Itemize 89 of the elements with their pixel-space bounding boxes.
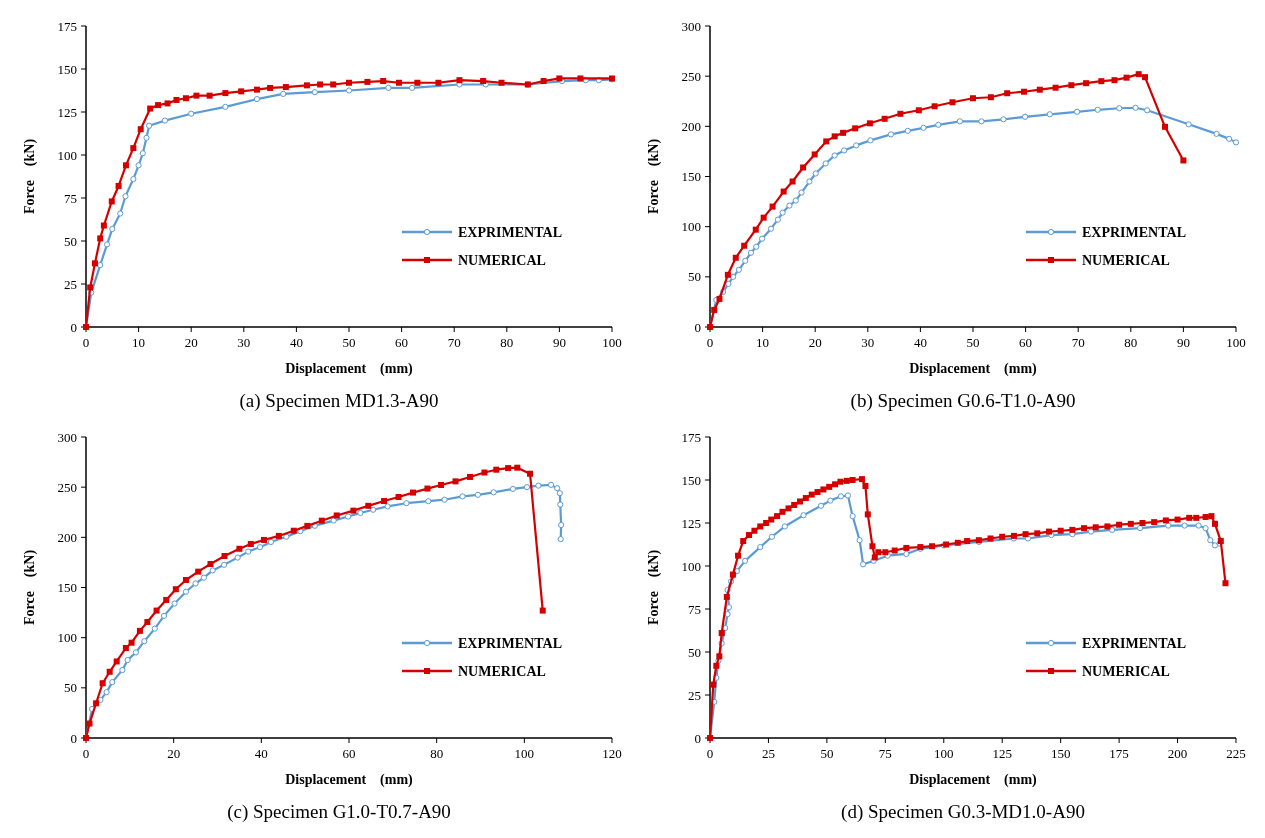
y-tick-label: 75	[688, 601, 701, 617]
x-tick-label: 50	[342, 335, 356, 350]
y-axis-title: Force (kN)	[22, 138, 38, 215]
text: (a) Specimen MD1.3-A90	[239, 390, 439, 412]
x-tick-label: 70	[1071, 335, 1085, 350]
x-tick-label: 100	[934, 746, 954, 761]
x-tick-label: 75	[878, 746, 892, 761]
y-tick-label: 50	[688, 269, 701, 285]
y-tick-label: 75	[64, 190, 77, 206]
x-tick-label: 0	[82, 335, 90, 350]
text: (c) Specimen G1.0-T0.7-A90	[227, 801, 451, 823]
y-tick-label: 250	[57, 479, 77, 495]
x-axis-title: Displacement (mm)	[909, 361, 1038, 377]
x-tick-label: 25	[761, 746, 775, 761]
x-tick-label: 0	[82, 746, 90, 761]
x-tick-label: 0	[706, 335, 714, 350]
y-tick-label: 250	[681, 68, 701, 84]
x-tick-label: 90	[552, 335, 566, 350]
x-tick-label: 120	[602, 746, 622, 761]
x-tick-label: 60	[1019, 335, 1033, 350]
y-tick-label: 200	[681, 118, 701, 134]
y-tick-label: 150	[681, 472, 701, 488]
y-tick-label: 150	[57, 61, 77, 77]
legend-label: EXPRIMENTAL	[1082, 635, 1186, 651]
y-tick-label: 50	[688, 644, 701, 660]
y-tick-label: 0	[694, 319, 701, 335]
text: (b) Specimen G0.6-T1.0-A90	[850, 390, 1076, 412]
legend-label: NUMERICAL	[1082, 663, 1170, 679]
y-tick-label: 300	[57, 429, 77, 445]
y-axis-title: Force (kN)	[646, 549, 662, 626]
x-axis-title: Displacement (mm)	[285, 772, 414, 788]
x-tick-label: 40	[913, 335, 927, 350]
x-axis-title: Displacement (mm)	[285, 361, 414, 377]
y-axis-title: Force (kN)	[22, 549, 38, 626]
x-axis-title: Displacement (mm)	[909, 772, 1038, 788]
x-tick-label: 10	[132, 335, 146, 350]
y-tick-label: 25	[688, 687, 701, 703]
x-tick-label: 80	[1124, 335, 1138, 350]
x-tick-label: 60	[395, 335, 409, 350]
x-tick-label: 50	[966, 335, 980, 350]
y-tick-label: 0	[694, 730, 701, 746]
x-tick-label: 10	[756, 335, 770, 350]
x-tick-label: 60	[342, 746, 356, 761]
y-tick-label: 50	[64, 233, 77, 249]
y-tick-label: 0	[70, 730, 77, 746]
x-tick-label: 40	[254, 746, 268, 761]
legend-label: NUMERICAL	[1082, 252, 1170, 268]
legend-label: EXPRIMENTAL	[458, 224, 562, 240]
x-tick-label: 30	[861, 335, 875, 350]
x-tick-label: 125	[992, 746, 1012, 761]
y-tick-label: 0	[70, 319, 77, 335]
y-tick-label: 125	[681, 515, 701, 531]
legend-label: EXPRIMENTAL	[458, 635, 562, 651]
y-tick-label: 100	[57, 147, 77, 163]
y-tick-label: 150	[57, 580, 77, 596]
x-tick-label: 20	[184, 335, 198, 350]
y-tick-label: 125	[57, 104, 77, 120]
x-tick-label: 100	[1226, 335, 1246, 350]
x-tick-label: 200	[1167, 746, 1188, 761]
y-tick-label: 50	[64, 680, 77, 696]
y-tick-label: 150	[681, 169, 701, 185]
text: (d) Specimen G0.3-MD1.0-A90	[841, 801, 1085, 823]
legend-label: NUMERICAL	[458, 663, 546, 679]
x-tick-label: 40	[289, 335, 303, 350]
x-tick-label: 80	[500, 335, 514, 350]
x-tick-label: 100	[514, 746, 535, 761]
x-tick-label: 20	[808, 335, 822, 350]
x-tick-label: 50	[820, 746, 834, 761]
x-tick-label: 0	[706, 746, 714, 761]
y-axis-title: Force (kN)	[646, 138, 662, 215]
y-tick-label: 175	[681, 429, 701, 445]
x-tick-label: 20	[167, 746, 181, 761]
x-tick-label: 100	[602, 335, 622, 350]
x-tick-label: 225	[1226, 746, 1246, 761]
x-tick-label: 90	[1176, 335, 1190, 350]
y-tick-label: 25	[64, 276, 77, 292]
legend-label: NUMERICAL	[458, 252, 546, 268]
x-tick-label: 70	[447, 335, 461, 350]
y-tick-label: 100	[681, 219, 701, 235]
y-tick-label: 100	[681, 558, 701, 574]
y-tick-label: 175	[57, 18, 77, 34]
x-tick-label: 30	[237, 335, 251, 350]
legend-label: EXPRIMENTAL	[1082, 224, 1186, 240]
x-tick-label: 80	[430, 746, 444, 761]
y-tick-label: 200	[57, 529, 77, 545]
y-tick-label: 100	[57, 630, 77, 646]
x-tick-label: 175	[1109, 746, 1129, 761]
x-tick-label: 150	[1050, 746, 1071, 761]
y-tick-label: 300	[681, 18, 701, 34]
